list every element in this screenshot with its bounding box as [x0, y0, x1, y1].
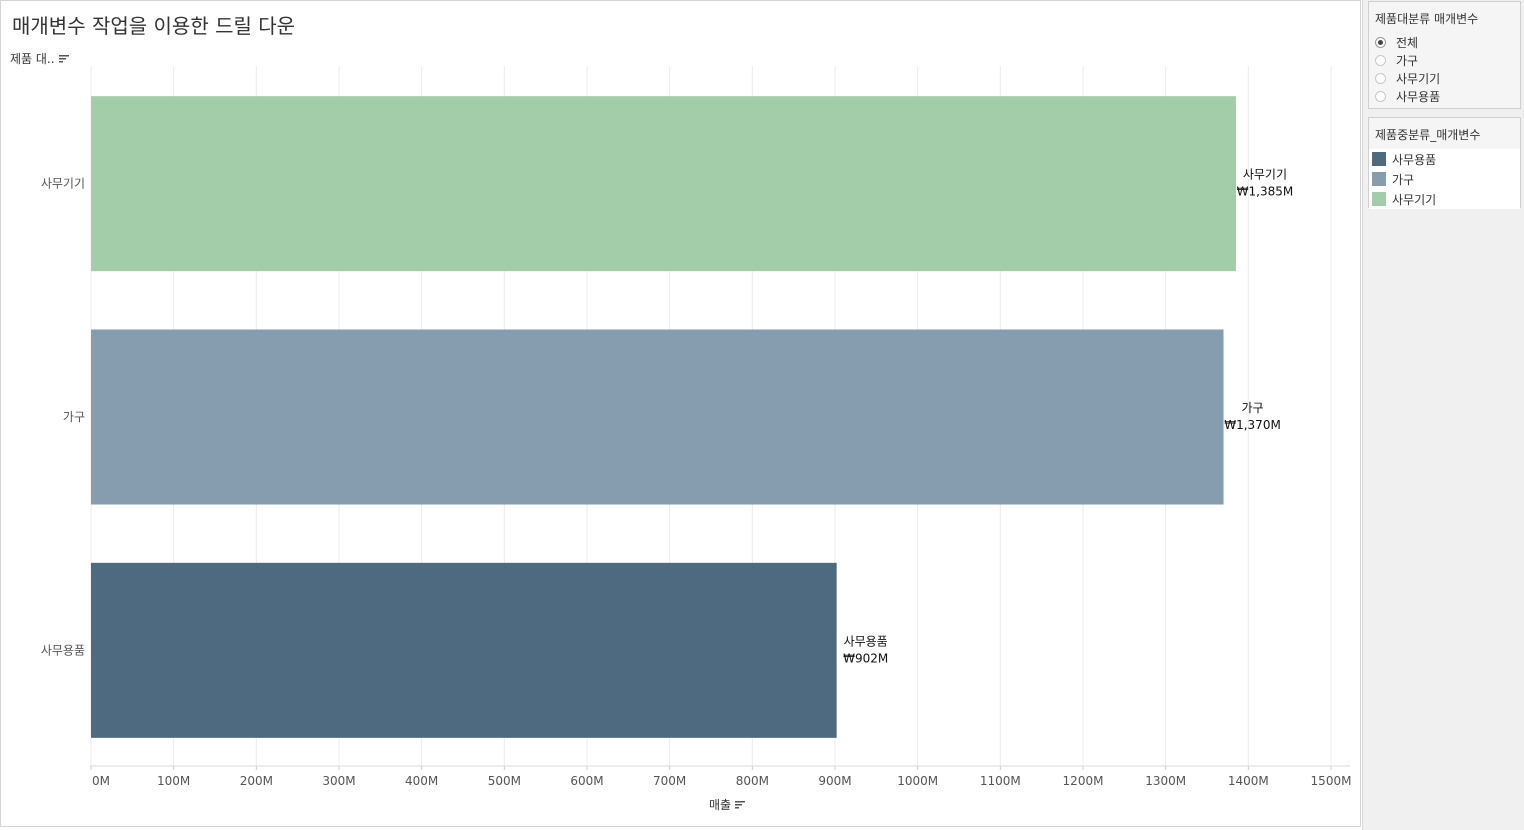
legend-label: 사무기기	[1392, 192, 1437, 207]
y-category-label[interactable]: 가구	[63, 410, 85, 424]
data-label-name: 가구	[1241, 401, 1263, 415]
x-tick-label: 400M	[405, 774, 438, 788]
radio-label: 사무기기	[1396, 71, 1441, 86]
x-tick-label: 1300M	[1145, 774, 1186, 788]
legend-swatch	[1372, 192, 1386, 206]
legend-item[interactable]: 가구	[1369, 169, 1520, 189]
x-axis-title[interactable]: 매출	[709, 796, 746, 813]
x-tick-label: 300M	[322, 774, 355, 788]
page-title: 매개변수 작업을 이용한 드릴 다운	[12, 14, 296, 38]
radio-label: 사무용품	[1396, 89, 1441, 104]
radio-button[interactable]	[1375, 72, 1386, 84]
legend-item[interactable]: 사무기기	[1369, 189, 1520, 209]
filter-card-title: 제품대분류 매개변수	[1369, 2, 1520, 33]
legend-swatch	[1372, 172, 1386, 186]
x-tick-label: 700M	[653, 774, 686, 788]
y-category-label[interactable]: 사무기기	[41, 177, 85, 191]
radio-option[interactable]: 사무용품	[1369, 87, 1520, 105]
legend-label: 사무용품	[1392, 152, 1437, 167]
x-axis-title-label: 매출	[709, 798, 732, 812]
data-label-value: ₩1,385M	[1237, 185, 1294, 199]
row-header-label: 제품 대..	[10, 52, 55, 66]
data-label-name: 사무기기	[1243, 168, 1287, 182]
legend-swatch	[1372, 152, 1386, 166]
x-tick-label: 900M	[818, 774, 851, 788]
radio-label: 가구	[1396, 53, 1419, 68]
radio-button[interactable]	[1375, 36, 1386, 48]
radio-button[interactable]	[1375, 90, 1386, 102]
data-label-value: ₩1,370M	[1224, 418, 1281, 432]
radio-option[interactable]: 사무기기	[1369, 69, 1520, 87]
x-tick-label: 1100M	[980, 774, 1021, 788]
x-tick-label: 500M	[488, 774, 521, 788]
x-tick-label: 200M	[240, 774, 273, 788]
x-tick-label: 1200M	[1063, 774, 1104, 788]
y-category-label[interactable]: 사무용품	[41, 643, 85, 657]
radio-label: 전체	[1396, 35, 1419, 50]
data-label-name: 사무용품	[844, 634, 888, 648]
radio-button[interactable]	[1375, 54, 1386, 66]
data-label-value: ₩902M	[843, 651, 888, 665]
x-tick-label: 1000M	[897, 774, 938, 788]
x-tick-label: 0M	[92, 774, 110, 788]
x-tick-label: 800M	[736, 774, 769, 788]
sort-icon[interactable]	[735, 800, 746, 809]
bar-chart: 0M 100M 200M 300M 400M 500M 600M 700M 800M 900M 10…	[41, 66, 1352, 788]
bar[interactable]	[91, 329, 1224, 505]
bar[interactable]	[91, 562, 837, 738]
legend-label: 가구	[1392, 172, 1415, 187]
x-tick-label: 1400M	[1228, 774, 1269, 788]
radio-option[interactable]: 전체	[1369, 33, 1520, 51]
x-tick-label: 100M	[157, 774, 190, 788]
legend-item[interactable]: 사무용품	[1369, 149, 1520, 169]
radio-option[interactable]: 가구	[1369, 51, 1520, 69]
row-header[interactable]: 제품 대..	[10, 50, 69, 67]
sort-icon[interactable]	[58, 54, 69, 63]
x-tick-label: 1500M	[1311, 774, 1352, 788]
legend-card-title: 제품중분류_매개변수	[1369, 118, 1520, 149]
x-tick-label: 600M	[570, 774, 603, 788]
bar[interactable]	[91, 96, 1236, 272]
